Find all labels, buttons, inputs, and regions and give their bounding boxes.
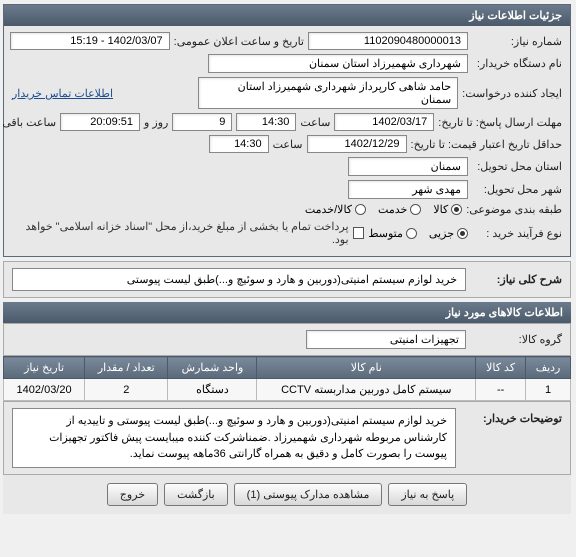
- validity-label: حداقل تاریخ اعتبار قیمت: تا تاریخ:: [412, 138, 563, 151]
- row-need-number: شماره نیاز: 1102090480000013 تاریخ و ساع…: [13, 32, 563, 50]
- view-attachments-button[interactable]: مشاهده مدارک پیوستی (1): [235, 483, 384, 506]
- validity-date-field: 1402/12/29: [308, 135, 408, 153]
- buyer-desc-section: توضیحات خریدار: خرید لوازم سیستم امنیتی(…: [4, 401, 572, 475]
- radio-dot-medium: [407, 228, 418, 239]
- td-qty: 2: [86, 379, 169, 401]
- radio-goods-service[interactable]: کالا/خدمت: [306, 203, 367, 216]
- radio-medium[interactable]: متوسط: [369, 227, 418, 240]
- td-unit: دستگاه: [169, 379, 258, 401]
- days-remain-field: 9: [173, 113, 233, 131]
- need-details-panel: جزئیات اطلاعات نیاز شماره نیاز: 11020904…: [4, 4, 572, 257]
- goods-group-field: تجهیزات امنیتی: [307, 330, 467, 349]
- table-row[interactable]: 1 -- سیستم کامل دوربین مداربسته CCTV دست…: [5, 379, 572, 401]
- radio-goods-service-label: کالا/خدمت: [306, 203, 353, 216]
- td-code: --: [477, 379, 527, 401]
- category-label: طبقه بندی موضوعی:: [467, 203, 563, 216]
- province-field: سمنان: [349, 157, 469, 176]
- buyer-desc-label: توضیحات خریدار:: [463, 408, 563, 468]
- radio-goods[interactable]: کالا: [434, 203, 463, 216]
- need-number-field: 1102090480000013: [309, 32, 469, 50]
- td-date: 1402/03/20: [5, 379, 86, 401]
- process-label: نوع فرآیند خرید :: [473, 227, 563, 240]
- row-process: نوع فرآیند خرید : جزیی متوسط پرداخت تمام…: [13, 220, 563, 246]
- validity-time-field: 14:30: [210, 135, 270, 153]
- th-name: نام کالا: [258, 357, 477, 379]
- radio-medium-label: متوسط: [369, 227, 404, 240]
- row-deadline: مهلت ارسال پاسخ: تا تاریخ: 1402/03/17 سا…: [13, 113, 563, 131]
- requester-field: حامد شاهی کارپرداز شهرداری شهمیرزاد استا…: [199, 77, 459, 109]
- deadline-label: مهلت ارسال پاسخ: تا تاریخ:: [439, 116, 563, 129]
- goods-table: ردیف کد کالا نام کالا واحد شمارش تعداد /…: [4, 356, 572, 401]
- city-field: مهدی شهر: [349, 180, 469, 199]
- radio-dot-service: [411, 204, 422, 215]
- treasury-checkbox[interactable]: [354, 227, 366, 239]
- requester-label: ایجاد کننده درخواست:: [463, 87, 563, 100]
- radio-service-label: خدمت: [379, 203, 408, 216]
- panel-title: جزئیات اطلاعات نیاز: [5, 5, 571, 26]
- th-date: تاریخ نیاز: [5, 357, 86, 379]
- row-validity: حداقل تاریخ اعتبار قیمت: تا تاریخ: 1402/…: [13, 135, 563, 153]
- remain-label: ساعت باقی مانده: [0, 116, 57, 129]
- radio-partial[interactable]: جزیی: [430, 227, 469, 240]
- province-label: استان محل تحویل:: [473, 160, 563, 173]
- row-category: طبقه بندی موضوعی: کالا خدمت کالا/خدمت: [13, 203, 563, 216]
- radio-dot-goods: [452, 204, 463, 215]
- deadline-time-label: ساعت: [301, 116, 331, 129]
- time-remain-field: 20:09:51: [61, 113, 141, 131]
- th-qty: تعداد / مقدار: [86, 357, 169, 379]
- td-name: سیستم کامل دوربین مداربسته CCTV: [258, 379, 477, 401]
- th-row: ردیف: [527, 357, 572, 379]
- deadline-time-field: 14:30: [237, 113, 297, 131]
- days-label: روز و: [145, 116, 169, 129]
- deadline-date-field: 1402/03/17: [335, 113, 435, 131]
- treasury-note: پرداخت تمام یا بخشی از مبلغ خرید،از محل …: [13, 220, 350, 246]
- th-code: کد کالا: [477, 357, 527, 379]
- radio-dot-partial: [458, 228, 469, 239]
- process-radio-group: جزیی متوسط: [369, 227, 469, 240]
- respond-button[interactable]: پاسخ به نیاز: [389, 483, 468, 506]
- general-desc-text: خرید لوازم سیستم امنیتی(دوربین و هارد و …: [13, 268, 467, 291]
- category-radio-group: کالا خدمت کالا/خدمت: [306, 203, 463, 216]
- general-desc-label: شرح کلی نیاز:: [473, 273, 563, 286]
- td-row: 1: [527, 379, 572, 401]
- row-requester: ایجاد کننده درخواست: حامد شاهی کارپرداز …: [13, 77, 563, 109]
- announce-label: تاریخ و ساعت اعلان عمومی:: [175, 35, 305, 48]
- radio-dot-goods-service: [356, 204, 367, 215]
- goods-group-row: گروه کالا: تجهیزات امنیتی: [4, 323, 572, 356]
- row-province: استان محل تحویل: سمنان: [13, 157, 563, 176]
- goods-section-title: اطلاعات کالاهای مورد نیاز: [4, 302, 572, 323]
- need-number-label: شماره نیاز:: [473, 35, 563, 48]
- row-buyer-org: نام دستگاه خریدار: شهرداری شهمیرزاد استا…: [13, 54, 563, 73]
- th-unit: واحد شمارش: [169, 357, 258, 379]
- announce-field: 1402/03/07 - 15:19: [11, 32, 171, 50]
- button-bar: پاسخ به نیاز مشاهده مدارک پیوستی (1) باز…: [4, 475, 572, 514]
- buyer-org-field: شهرداری شهمیرزاد استان سمنان: [209, 54, 469, 73]
- radio-goods-label: کالا: [434, 203, 449, 216]
- table-header-row: ردیف کد کالا نام کالا واحد شمارش تعداد /…: [5, 357, 572, 379]
- radio-partial-label: جزیی: [430, 227, 455, 240]
- goods-group-label: گروه کالا:: [473, 333, 563, 346]
- buyer-contact-link[interactable]: اطلاعات تماس خریدار: [13, 87, 114, 100]
- back-button[interactable]: بازگشت: [165, 483, 229, 506]
- validity-time-label: ساعت: [274, 138, 304, 151]
- buyer-desc-text: خرید لوازم سیستم امنیتی(دوربین و هارد و …: [13, 408, 457, 468]
- general-desc-section: شرح کلی نیاز: خرید لوازم سیستم امنیتی(دو…: [4, 261, 572, 298]
- exit-button[interactable]: خروج: [108, 483, 159, 506]
- city-label: شهر محل تحویل:: [473, 183, 563, 196]
- row-city: شهر محل تحویل: مهدی شهر: [13, 180, 563, 199]
- buyer-org-label: نام دستگاه خریدار:: [473, 57, 563, 70]
- panel-body: شماره نیاز: 1102090480000013 تاریخ و ساع…: [5, 26, 571, 256]
- radio-service[interactable]: خدمت: [379, 203, 422, 216]
